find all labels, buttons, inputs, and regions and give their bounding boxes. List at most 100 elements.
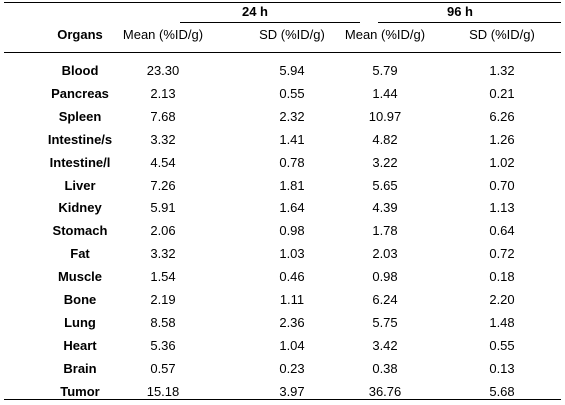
organ-cell: Fat <box>70 246 90 262</box>
mean-96h-cell: 3.22 <box>372 154 398 170</box>
mean-24h-cell: 1.54 <box>150 269 176 285</box>
table-row: Lung 8.58 2.36 5.75 1.48 <box>0 312 565 334</box>
table-row: Intestine/s 3.32 1.41 4.82 1.26 <box>0 129 565 151</box>
sd-24h-cell: 1.04 <box>279 337 305 353</box>
table-row: Intestine/l 4.54 0.78 3.22 1.02 <box>0 152 565 174</box>
mean-24h-cell: 0.57 <box>150 360 176 376</box>
sd-96h-cell: 5.68 <box>489 383 515 399</box>
sd-96h-cell: 1.02 <box>489 154 515 170</box>
sd-96h-cell: 6.26 <box>489 108 515 124</box>
mean-24h-cell: 5.36 <box>150 337 176 353</box>
table-row: Liver 7.26 1.81 5.65 0.70 <box>0 175 565 197</box>
sd-24h-cell: 2.36 <box>279 314 305 330</box>
sd-24h-cell: 0.23 <box>279 360 305 376</box>
sd-24h-cell: 3.97 <box>279 383 305 399</box>
sd-24h-cell: 2.32 <box>279 108 305 124</box>
mean-24h-cell: 3.32 <box>150 131 176 147</box>
table-row: Brain 0.57 0.23 0.38 0.13 <box>0 358 565 380</box>
group-24h-rule <box>180 22 360 23</box>
sd-24h-cell: 1.11 <box>279 292 305 307</box>
table-top-rule <box>4 2 561 4</box>
mean-24h-cell: 3.32 <box>150 246 176 262</box>
organ-cell: Brain <box>63 360 97 376</box>
mean-96h-cell: 1.78 <box>372 223 398 239</box>
sd-24h-cell: 0.55 <box>279 85 305 101</box>
column-header-sd-24h: SD (%ID/g) <box>259 27 325 42</box>
sd-96h-cell: 0.72 <box>489 246 515 262</box>
mean-96h-cell: 4.39 <box>372 200 398 216</box>
organ-cell: Stomach <box>52 223 108 239</box>
column-header-mean-96h: Mean (%ID/g) <box>344 27 426 42</box>
group-header-24h: 24 h <box>241 4 268 19</box>
table-row: Tumor 15.18 3.97 36.76 5.68 <box>0 381 565 403</box>
sd-96h-cell: 1.32 <box>489 63 515 78</box>
table-bottom-rule <box>4 399 561 401</box>
mean-96h-cell: 0.98 <box>372 269 398 285</box>
mean-96h-cell: 6.24 <box>372 292 398 307</box>
table-row: Stomach 2.06 0.98 1.78 0.64 <box>0 220 565 242</box>
mean-24h-cell: 2.06 <box>150 223 176 239</box>
organ-cell: Muscle <box>57 269 103 285</box>
organ-cell: Spleen <box>58 108 102 124</box>
mean-96h-cell: 4.82 <box>372 131 398 147</box>
table-row: Bone 2.19 1.11 6.24 2.20 <box>0 289 565 311</box>
organ-cell: Blood <box>61 63 99 78</box>
sd-24h-cell: 1.41 <box>279 131 305 147</box>
column-header-organs: Organs <box>57 27 103 42</box>
sd-24h-cell: 1.03 <box>279 246 305 262</box>
organ-cell: Heart <box>63 337 97 353</box>
column-header-mean-24h: Mean (%ID/g) <box>122 27 204 42</box>
sd-96h-cell: 0.70 <box>489 177 515 193</box>
table-row: Spleen 7.68 2.32 10.97 6.26 <box>0 106 565 128</box>
mean-96h-cell: 0.38 <box>372 360 398 376</box>
sd-24h-cell: 5.94 <box>279 63 305 78</box>
table-row: Kidney 5.91 1.64 4.39 1.13 <box>0 197 565 219</box>
organ-cell: Lung <box>64 314 96 330</box>
table-row: Muscle 1.54 0.46 0.98 0.18 <box>0 266 565 288</box>
mean-96h-cell: 5.65 <box>372 177 398 193</box>
group-96h-rule <box>378 22 561 23</box>
mean-96h-cell: 1.44 <box>372 85 398 101</box>
sd-24h-cell: 0.46 <box>279 269 305 285</box>
organ-cell: Pancreas <box>51 85 109 101</box>
table-row: Fat 3.32 1.03 2.03 0.72 <box>0 243 565 265</box>
mean-24h-cell: 4.54 <box>150 154 176 170</box>
sd-96h-cell: 1.48 <box>489 314 515 330</box>
organ-cell: Liver <box>64 177 96 193</box>
mean-96h-cell: 36.76 <box>368 383 402 399</box>
table-row: Pancreas 2.13 0.55 1.44 0.21 <box>0 83 565 105</box>
mean-96h-cell: 10.97 <box>368 108 402 124</box>
sd-24h-cell: 1.81 <box>279 177 305 193</box>
mean-24h-cell: 2.19 <box>150 292 176 307</box>
organ-cell: Bone <box>63 292 97 307</box>
sd-96h-cell: 0.21 <box>489 85 515 101</box>
sd-24h-cell: 0.78 <box>279 154 305 170</box>
mean-24h-cell: 15.18 <box>146 383 180 399</box>
sd-96h-cell: 0.18 <box>489 269 515 285</box>
organ-cell: Intestine/s <box>47 131 113 147</box>
sd-96h-cell: 0.13 <box>489 360 515 376</box>
group-header-96h: 96 h <box>446 4 473 19</box>
sd-24h-cell: 0.98 <box>279 223 305 239</box>
mean-24h-cell: 7.68 <box>150 108 176 124</box>
organ-cell: Kidney <box>58 200 102 216</box>
mean-24h-cell: 7.26 <box>150 177 176 193</box>
mean-96h-cell: 3.42 <box>372 337 398 353</box>
mean-96h-cell: 5.79 <box>372 63 398 78</box>
sd-96h-cell: 1.13 <box>489 200 515 216</box>
sd-96h-cell: 0.64 <box>489 223 515 239</box>
mean-24h-cell: 2.13 <box>150 85 176 101</box>
header-rule <box>4 52 561 53</box>
organ-cell: Tumor <box>60 383 100 399</box>
table-row: Blood 23.30 5.94 5.79 1.32 <box>0 60 565 82</box>
mean-96h-cell: 5.75 <box>372 314 398 330</box>
table-row: Heart 5.36 1.04 3.42 0.55 <box>0 335 565 357</box>
sd-96h-cell: 0.55 <box>489 337 515 353</box>
mean-96h-cell: 2.03 <box>372 246 398 262</box>
sd-24h-cell: 1.64 <box>279 200 305 216</box>
sd-96h-cell: 1.26 <box>489 131 515 147</box>
mean-24h-cell: 5.91 <box>150 200 176 216</box>
organ-cell: Intestine/l <box>49 154 111 170</box>
mean-24h-cell: 23.30 <box>146 63 180 78</box>
column-header-sd-96h: SD (%ID/g) <box>469 27 535 42</box>
